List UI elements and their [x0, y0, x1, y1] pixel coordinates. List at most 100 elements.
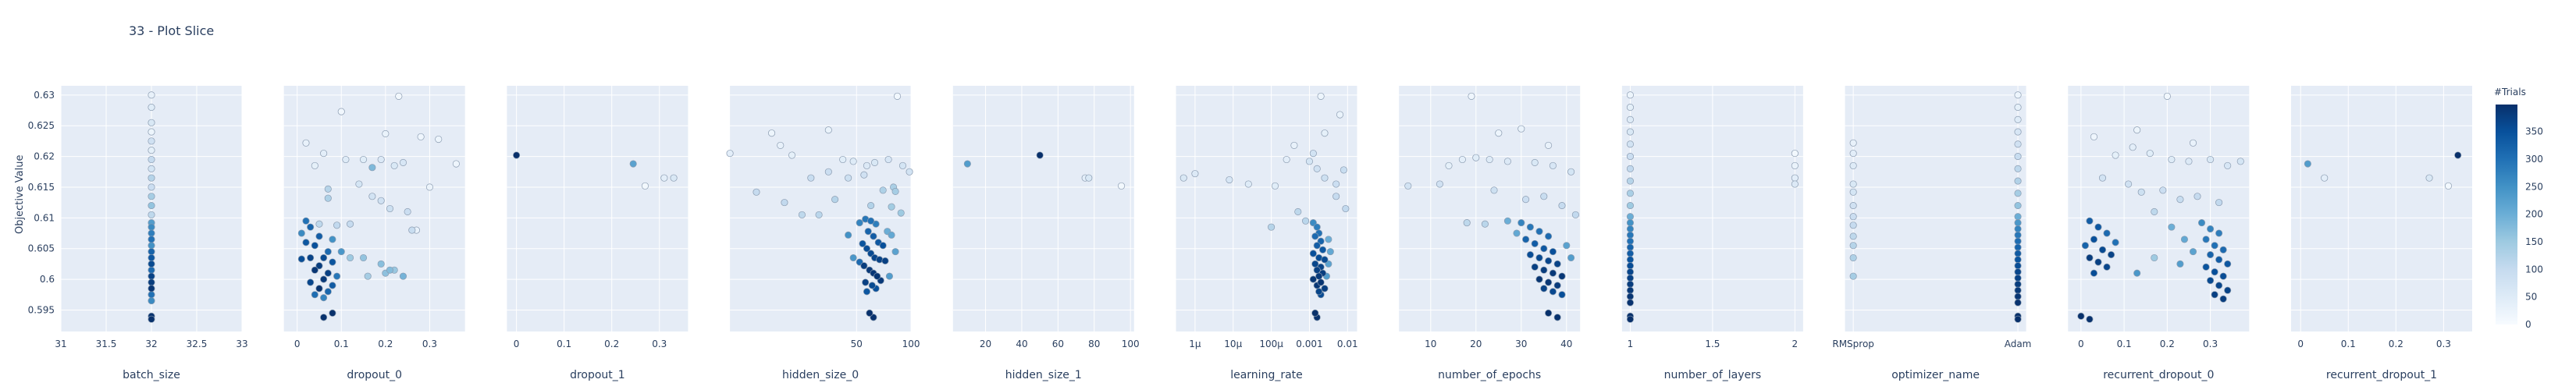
data-point	[1545, 257, 1553, 264]
data-point	[148, 202, 155, 210]
x-tick-label: 1.5	[1705, 339, 1720, 349]
data-point	[1626, 190, 1634, 197]
data-point	[1849, 272, 1857, 280]
data-point	[324, 248, 332, 256]
y-tick-label: 0.625	[28, 120, 55, 131]
data-point	[1458, 155, 1466, 164]
data-point	[885, 272, 893, 280]
data-point	[1526, 251, 1534, 259]
x-axis-title: hidden_size_1	[1005, 369, 1082, 381]
data-point	[2090, 133, 2097, 140]
data-point	[2014, 292, 2022, 300]
data-point	[148, 272, 155, 280]
data-point	[1558, 291, 1566, 299]
data-point	[1626, 128, 1634, 136]
data-point	[2176, 196, 2184, 204]
data-point	[1531, 158, 1539, 166]
data-point	[2014, 128, 2022, 136]
x-tick-label: 0	[294, 339, 301, 349]
data-point	[513, 151, 521, 159]
data-point	[1490, 186, 1498, 194]
data-point	[382, 129, 390, 137]
y-tick-label: 0.615	[28, 182, 55, 193]
data-point	[1626, 268, 1634, 276]
data-point	[2014, 140, 2022, 148]
data-point	[1849, 139, 1857, 147]
data-point	[2094, 258, 2102, 266]
data-point	[329, 236, 336, 243]
data-point	[1311, 309, 1319, 317]
data-point	[839, 155, 847, 164]
data-point	[868, 282, 876, 289]
data-point	[148, 291, 155, 299]
data-point	[333, 222, 341, 229]
data-point	[148, 248, 155, 256]
data-point	[360, 254, 368, 262]
data-point	[302, 217, 310, 225]
y-tick-label: 0.605	[28, 243, 55, 254]
data-point	[1302, 217, 1310, 225]
data-point	[307, 254, 315, 262]
data-point	[2014, 219, 2022, 227]
data-point	[435, 135, 443, 144]
x-axis-title: recurrent_dropout_1	[2326, 369, 2437, 381]
data-point	[386, 204, 394, 213]
data-point	[1549, 161, 1557, 169]
data-point	[1626, 104, 1634, 112]
chart-title: 33 - Plot Slice	[129, 23, 215, 38]
data-point	[302, 239, 310, 246]
data-point	[1791, 180, 1799, 188]
data-point	[2081, 242, 2089, 250]
colorbar-tick-label: 300	[2525, 154, 2543, 165]
data-point	[320, 294, 328, 302]
x-axis-title: dropout_1	[570, 369, 625, 381]
data-point	[329, 309, 336, 317]
data-point	[863, 288, 871, 296]
x-axis-title: dropout_0	[347, 369, 402, 381]
data-point	[831, 196, 839, 204]
data-point	[873, 272, 881, 280]
data-point	[320, 150, 328, 158]
data-point	[1503, 158, 1511, 165]
data-point	[2077, 312, 2085, 320]
data-point	[315, 220, 323, 228]
data-point	[1290, 141, 1298, 149]
data-point	[879, 242, 887, 250]
data-point	[1791, 161, 1799, 169]
data-point	[315, 232, 323, 240]
data-point	[1340, 166, 1347, 174]
data-point	[1545, 309, 1553, 317]
data-point	[2219, 272, 2227, 280]
data-point	[148, 137, 155, 145]
x-axis-title: batch_size	[123, 369, 180, 381]
data-point	[148, 297, 155, 305]
data-point	[2425, 174, 2433, 182]
x-tick-label: 2	[1792, 339, 1799, 349]
data-point	[1626, 274, 1634, 282]
data-point	[863, 161, 871, 169]
data-point	[148, 223, 155, 231]
data-point	[1311, 232, 1319, 240]
data-point	[1626, 262, 1634, 270]
data-point	[1332, 180, 1340, 188]
data-point	[963, 160, 971, 168]
data-point	[1342, 204, 1350, 213]
data-point	[2219, 246, 2227, 254]
data-point	[866, 309, 873, 317]
x-tick-label: 31.5	[96, 339, 117, 349]
data-point	[390, 161, 398, 169]
data-point	[2224, 286, 2232, 294]
data-point	[1503, 217, 1511, 225]
data-point	[2103, 263, 2111, 271]
data-point	[2224, 260, 2232, 268]
data-point	[1326, 248, 1334, 256]
data-point	[2163, 92, 2171, 100]
data-point	[1545, 278, 1553, 286]
data-point	[872, 220, 880, 228]
data-point	[2086, 217, 2094, 225]
data-point	[1313, 165, 1321, 172]
data-point	[148, 229, 155, 237]
x-tick-label: 0.1	[2341, 339, 2356, 349]
data-point	[1626, 280, 1634, 288]
data-point	[2151, 207, 2158, 215]
